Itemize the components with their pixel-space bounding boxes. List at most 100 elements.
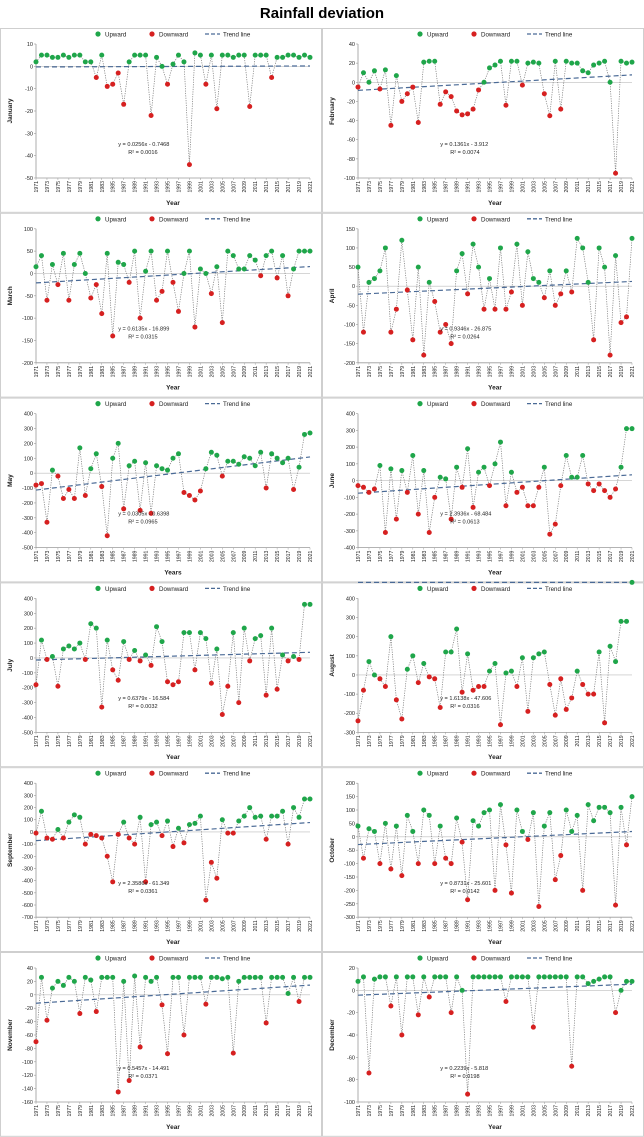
x-tick-label: 1989 [455,735,461,747]
data-point-upward [508,668,514,674]
x-tick-label: 2001 [520,550,526,562]
y-tick-label: 400 [346,596,355,602]
data-point-upward [476,974,482,980]
data-point-upward [269,974,275,980]
data-point-downward [596,481,602,487]
data-point-upward [77,445,83,451]
x-tick-label: 1993 [477,366,483,378]
x-tick-label: 1995 [166,181,172,193]
y-tick-label: -50 [347,303,355,309]
data-point-upward [541,974,547,980]
y-tick-label: 0 [352,479,355,485]
x-axis-label: Year [488,939,502,946]
y-tick-label: 100 [346,654,355,660]
y-tick-label: -60 [347,138,355,144]
x-tick-label: 2005 [220,550,226,562]
x-tick-label: 2007 [231,366,237,378]
data-point-downward [602,720,608,726]
data-point-downward [503,503,509,509]
x-axis-label: Year [166,385,180,392]
x-tick-label: 1989 [455,1105,461,1117]
data-point-downward [547,113,553,119]
trend-line [357,280,633,295]
legend-upward-marker [417,770,423,776]
data-point-upward [285,52,291,58]
legend-downward-label: Downward [481,586,511,593]
y-axis-label: October [329,837,336,862]
data-point-downward [613,486,619,492]
data-point-upward [569,828,575,834]
data-point-downward [415,680,421,686]
y-tick-label: -140 [22,1087,33,1093]
x-tick-label: 2021 [308,920,314,932]
data-point-upward [366,826,372,832]
x-tick-label: 1985 [111,735,117,747]
data-point-downward [470,106,476,112]
x-tick-label: 2017 [286,181,292,193]
data-point-upward [208,52,214,58]
series-connector-line [35,798,310,901]
data-point-upward [203,270,209,276]
data-point-upward [280,253,286,259]
x-tick-label: 2015 [597,1105,603,1117]
data-point-downward [448,341,454,347]
data-point-upward [121,819,127,825]
data-point-upward [170,974,176,980]
y-tick-label: 50 [27,249,33,255]
chart-panel-october: Upward Downward Trend line 200 150 100 50 0 -50 -… [322,767,644,953]
data-point-downward [591,337,597,343]
legend-upward-marker [417,31,423,37]
data-point-downward [104,533,110,539]
y-tick-label: -100 [344,1100,355,1106]
data-point-downward [541,295,547,301]
x-tick-label: 1977 [67,181,73,193]
data-point-downward [558,291,564,297]
data-point-upward [514,241,520,247]
x-tick-label: 2021 [308,550,314,562]
x-tick-label: 1991 [144,735,150,747]
data-point-upward [307,248,313,254]
data-point-upward [219,52,225,58]
trend-line [35,984,311,1004]
data-point-upward [126,59,132,65]
data-point-upward [181,270,187,276]
legend-upward-marker [95,955,101,961]
data-point-upward [60,982,66,988]
data-point-upward [154,624,160,630]
data-point-upward [355,264,361,270]
x-tick-label: 1977 [389,550,395,562]
data-point-upward [536,974,542,980]
data-point-upward [596,649,602,655]
data-point-upward [585,279,591,285]
data-point-upward [71,978,77,984]
data-point-upward [585,70,591,76]
data-point-downward [77,1011,83,1017]
x-tick-label: 2015 [275,550,281,562]
data-point-downward [525,708,531,714]
x-tick-label: 2005 [542,366,548,378]
data-point-upward [296,814,302,820]
x-tick-label: 2001 [198,181,204,193]
x-tick-label: 1995 [488,366,494,378]
data-point-upward [236,818,242,824]
data-point-downward [192,667,198,673]
data-point-upward [613,659,619,665]
x-tick-label: 1993 [155,181,161,193]
data-point-downward [121,506,127,512]
y-axis-label: June [329,473,336,489]
trend-line [35,265,311,284]
chart-panel-january: Upward Downward Trend line 10 0 -10 -20 -30 -40 -… [0,28,322,213]
x-tick-label: 1999 [509,550,515,562]
x-tick-label: 2021 [630,181,636,193]
y-tick-label: 100 [24,818,33,824]
data-point-downward [426,530,432,536]
data-point-upward [492,974,498,980]
data-point-downward [159,1002,165,1008]
x-tick-label: 1997 [176,920,182,932]
data-point-upward [126,463,132,469]
data-point-downward [432,299,438,305]
trend-r-squared: R² = 0.0371 [128,1074,157,1080]
x-tick-label: 2005 [542,550,548,562]
trend-equation: y = 0.9346x - 26.875 [440,327,491,333]
y-tick-label: -300 [22,701,33,707]
